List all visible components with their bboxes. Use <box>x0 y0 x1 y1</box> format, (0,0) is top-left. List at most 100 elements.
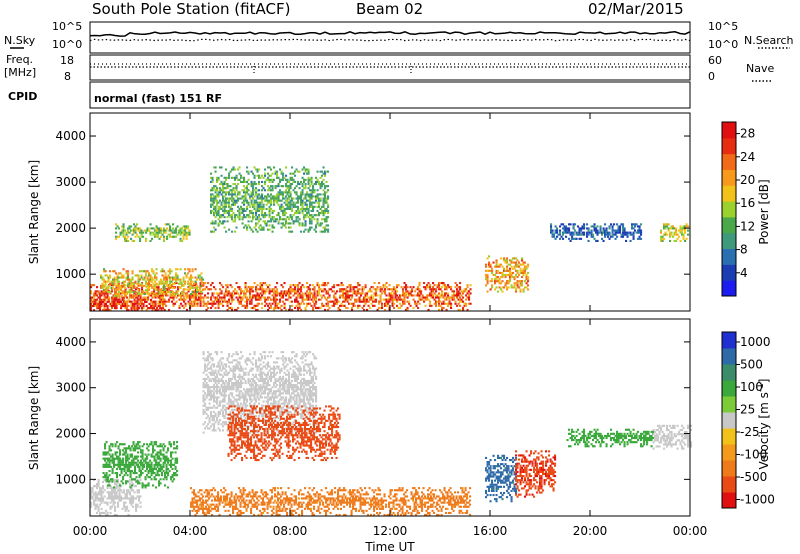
heatmap-cell <box>195 302 198 305</box>
heatmap-cell <box>370 290 373 293</box>
heatmap-cell <box>640 237 643 240</box>
heatmap-cell <box>191 503 194 506</box>
heatmap-cell <box>259 218 262 221</box>
heatmap-cell <box>310 298 313 301</box>
heatmap-cell <box>155 272 158 275</box>
heatmap-cell <box>211 220 214 223</box>
heatmap-cell <box>351 286 354 289</box>
heatmap-cell <box>418 284 421 287</box>
heatmap-cell <box>327 209 330 212</box>
heatmap-cell <box>589 231 592 234</box>
heatmap-cell <box>464 503 467 506</box>
heatmap-cell <box>246 304 249 307</box>
heatmap-cell <box>303 178 306 181</box>
heatmap-cell <box>111 296 114 299</box>
heatmap-cell <box>280 193 283 196</box>
heatmap-cell <box>226 191 229 194</box>
heatmap-cell <box>182 235 185 238</box>
heatmap-cell <box>367 501 370 504</box>
heatmap-cell <box>409 294 412 297</box>
freq-unit: [MHz] <box>4 66 36 79</box>
heatmap-cell <box>277 203 280 206</box>
heatmap-cell <box>395 507 398 510</box>
heatmap-cell <box>259 176 262 179</box>
heatmap-cell <box>248 499 251 502</box>
heatmap-cell <box>516 276 519 279</box>
heatmap-cell <box>214 505 217 508</box>
heatmap-cell <box>288 288 291 291</box>
heatmap-cell <box>469 487 472 490</box>
heatmap-cell <box>97 507 100 510</box>
heatmap-cell <box>255 218 258 221</box>
heatmap-cell <box>321 302 324 305</box>
heatmap-cell <box>355 497 358 500</box>
heatmap-cell <box>270 203 273 206</box>
heatmap-cell <box>500 282 503 285</box>
heatmap-cell <box>155 231 158 234</box>
heatmap-cell <box>322 205 325 208</box>
heatmap-cell <box>333 286 336 289</box>
heatmap-cell <box>385 298 388 301</box>
heatmap-cell <box>455 501 458 504</box>
heatmap-cell <box>258 226 261 229</box>
heatmap-cell <box>361 501 364 504</box>
heatmap-cell <box>318 288 321 291</box>
heatmap-cell <box>182 276 185 279</box>
heatmap-cell <box>122 280 125 283</box>
heatmap-cell <box>310 205 313 208</box>
heatmap-cell <box>115 291 118 294</box>
heatmap-cell <box>310 503 313 506</box>
heatmap-cell <box>231 230 234 233</box>
heatmap-cell <box>521 271 524 274</box>
heatmap-cell <box>352 292 355 295</box>
heatmap-cell <box>280 203 283 206</box>
heatmap-cell <box>137 284 140 287</box>
heatmap-cell <box>196 505 199 508</box>
heatmap-cell <box>271 298 274 301</box>
heatmap-cell <box>336 298 339 301</box>
heatmap-cell <box>604 223 607 226</box>
heatmap-cell <box>205 286 208 289</box>
heatmap-cell <box>213 207 216 210</box>
heatmap-cell <box>231 300 234 303</box>
heatmap-cell <box>118 491 121 494</box>
heatmap-cell <box>353 497 356 500</box>
heatmap-cell <box>389 493 392 496</box>
heatmap-cell <box>256 308 259 311</box>
heatmap-cell <box>687 229 690 232</box>
heatmap-cell <box>136 298 139 301</box>
heatmap-cell <box>340 499 343 502</box>
heatmap-cell <box>375 288 378 291</box>
heatmap-cell <box>429 286 432 289</box>
heatmap-cell <box>224 499 227 502</box>
heatmap-cell <box>191 286 194 289</box>
heatmap-cell <box>271 197 274 200</box>
heatmap-cell <box>277 191 280 194</box>
heatmap-cell <box>379 300 382 303</box>
heatmap-cell <box>217 294 220 297</box>
heatmap-cell <box>430 292 433 295</box>
heatmap-cell <box>180 296 183 299</box>
heatmap-cell <box>228 290 231 293</box>
heatmap-cell <box>164 282 167 285</box>
heatmap-cell <box>457 292 460 295</box>
heatmap-cell <box>109 284 112 287</box>
heatmap-cell <box>270 201 273 204</box>
heatmap-cell <box>193 489 196 492</box>
heatmap-cell <box>165 304 168 307</box>
heatmap-cell <box>100 298 103 301</box>
heatmap-cell <box>513 257 516 260</box>
heatmap-cell <box>307 507 310 510</box>
heatmap-cell <box>307 230 310 233</box>
heatmap-cell <box>637 231 640 234</box>
heatmap-cell <box>225 294 228 297</box>
heatmap-cell <box>341 501 344 504</box>
heatmap-cell <box>521 259 524 262</box>
heatmap-cell <box>485 273 488 276</box>
nsearch-series <box>89 38 691 42</box>
heatmap-cell <box>298 282 301 285</box>
heatmap-cell <box>315 298 318 301</box>
heatmap-cell <box>327 189 330 192</box>
heatmap-cell <box>321 296 324 299</box>
heatmap-cell <box>247 224 250 227</box>
